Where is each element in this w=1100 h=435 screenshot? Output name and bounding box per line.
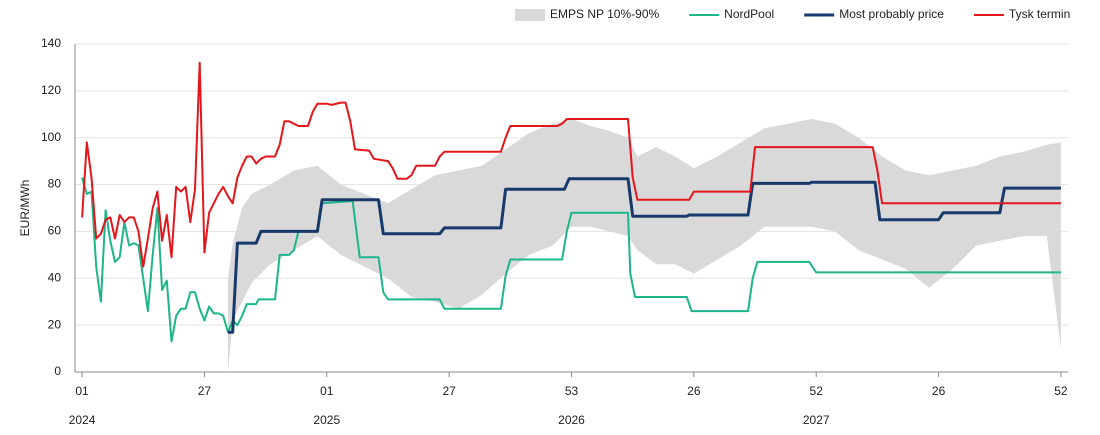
- series-line: [228, 177, 1061, 334]
- year-label: 2024: [69, 413, 96, 427]
- legend-swatch: [515, 9, 545, 21]
- y-axis-label: EUR/MWh: [18, 180, 32, 237]
- legend-label: Most probably price: [839, 7, 944, 21]
- y-tick-label: 80: [48, 177, 62, 191]
- x-tick-label: 27: [198, 384, 212, 398]
- year-label: 2025: [313, 413, 340, 427]
- x-tick-label: 26: [687, 384, 701, 398]
- x-tick-label: 26: [932, 384, 946, 398]
- y-tick-label: 20: [48, 317, 62, 331]
- x-tick-label: 53: [565, 384, 579, 398]
- legend-label: NordPool: [724, 7, 774, 21]
- x-tick-label: 01: [75, 384, 89, 398]
- series-line: [81, 177, 1061, 343]
- legend-label: Tysk termin: [1009, 7, 1070, 21]
- legend-label: EMPS NP 10%-90%: [550, 7, 659, 21]
- series-line: [81, 61, 1061, 268]
- x-tick-label: 52: [1054, 384, 1068, 398]
- y-tick-label: 120: [41, 83, 61, 97]
- y-tick-label: 0: [54, 364, 61, 378]
- band-area: [228, 119, 1061, 372]
- y-tick-label: 40: [48, 270, 62, 284]
- x-tick-label: 27: [442, 384, 456, 398]
- y-tick-label: 100: [41, 130, 61, 144]
- year-label: 2026: [558, 413, 585, 427]
- y-tick-label: 60: [48, 224, 62, 238]
- x-tick-label: 01: [320, 384, 334, 398]
- year-label: 2027: [803, 413, 830, 427]
- x-tick-label: 52: [810, 384, 824, 398]
- y-tick-label: 140: [41, 36, 61, 50]
